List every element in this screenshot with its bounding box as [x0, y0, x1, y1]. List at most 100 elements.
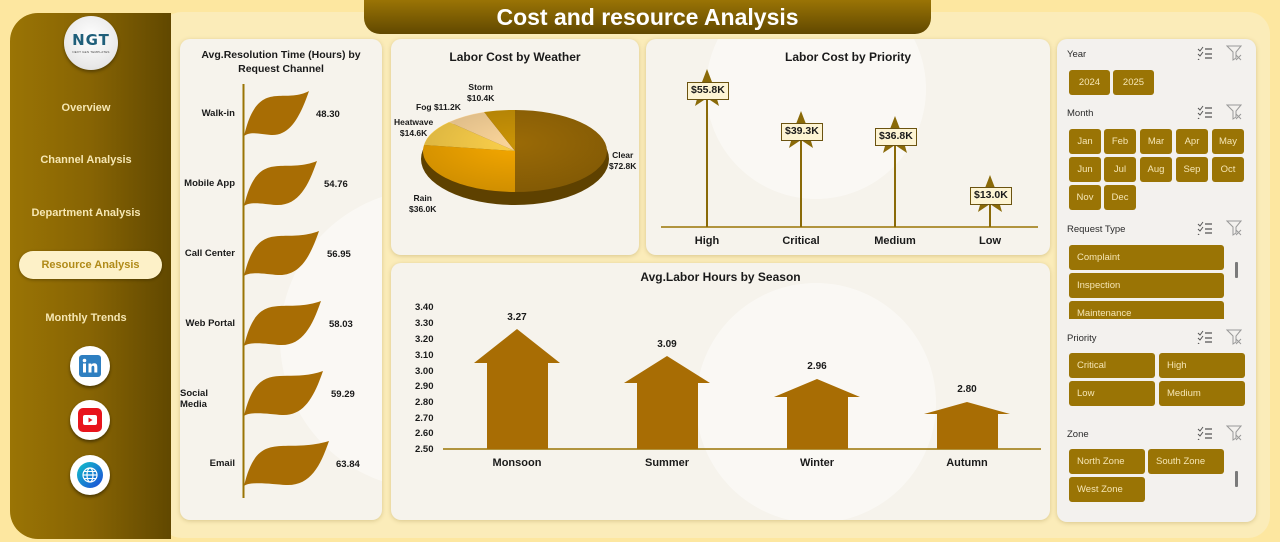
- pie-label-storm: Storm $10.4K: [467, 82, 495, 103]
- sidebar-item-overview[interactable]: Overview: [61, 102, 111, 114]
- channel-value: 48.30: [316, 109, 340, 120]
- request-type-option[interactable]: Inspection: [1069, 273, 1224, 298]
- linkedin-button[interactable]: [70, 346, 110, 386]
- pie-label-heatwave: Heatwave $14.6K: [394, 117, 434, 138]
- season-chart-title: Avg.Labor Hours by Season: [640, 270, 801, 284]
- globe-icon: [77, 462, 103, 488]
- sidebar-item-department-analysis[interactable]: Department Analysis: [31, 207, 141, 219]
- filter-panel: Year 2024 2025 Month Jan Feb Mar Apr May…: [1057, 39, 1256, 522]
- weather-chart-title: Labor Cost by Weather: [449, 50, 581, 64]
- priority-cost-card: Labor Cost by Priority $55.8K $39.3K $36…: [646, 39, 1050, 255]
- multi-select-icon[interactable]: [1197, 330, 1213, 344]
- month-option[interactable]: Jun: [1069, 157, 1101, 182]
- channel-value: 59.29: [331, 389, 355, 400]
- youtube-icon: [78, 408, 102, 432]
- priority-label: Critical: [782, 235, 820, 247]
- month-slicer-label: Month: [1067, 108, 1094, 119]
- priority-option[interactable]: Low: [1069, 381, 1155, 406]
- channel-label: Social Media: [180, 388, 208, 410]
- priority-value-tag: $13.0K: [970, 187, 1012, 205]
- resolution-flag-chart: [242, 84, 329, 498]
- zone-slicer-label: Zone: [1067, 429, 1089, 440]
- multi-select-icon[interactable]: [1197, 46, 1213, 60]
- request-type-option[interactable]: Maintenance: [1069, 301, 1224, 319]
- request-type-option[interactable]: Complaint: [1069, 245, 1224, 270]
- request-type-list: Complaint Inspection Maintenance: [1069, 245, 1225, 319]
- month-option[interactable]: Aug: [1140, 157, 1172, 182]
- priority-option[interactable]: High: [1159, 353, 1245, 378]
- channel-value: 56.95: [327, 249, 351, 260]
- y-tick: 3.10: [415, 350, 434, 361]
- resolution-time-card: Avg.Resolution Time (Hours) by Request C…: [180, 39, 382, 520]
- sidebar-item-monthly-trends[interactable]: Monthly Trends: [45, 312, 127, 324]
- priority-slicer-label: Priority: [1067, 333, 1097, 344]
- sidebar-item-channel-analysis[interactable]: Channel Analysis: [40, 154, 132, 166]
- month-option[interactable]: Jan: [1069, 129, 1101, 154]
- priority-value-tag: $55.8K: [687, 82, 729, 100]
- linkedin-icon: [79, 355, 101, 377]
- pie-label-clear: Clear $72.8K: [609, 150, 637, 171]
- month-option[interactable]: Mar: [1140, 129, 1172, 154]
- youtube-button[interactable]: [70, 400, 110, 440]
- month-option[interactable]: May: [1212, 129, 1244, 154]
- month-option[interactable]: Sep: [1176, 157, 1208, 182]
- season-hours-card: Avg.Labor Hours by Season 3.40 3.30 3.20…: [391, 263, 1050, 520]
- multi-select-icon[interactable]: [1197, 221, 1213, 235]
- clear-filter-icon[interactable]: [1226, 104, 1242, 120]
- channel-value: 63.84: [336, 459, 360, 470]
- month-option[interactable]: Apr: [1176, 129, 1208, 154]
- season-value: 3.09: [657, 339, 677, 350]
- channel-label: Email: [209, 458, 235, 469]
- multi-select-icon[interactable]: [1197, 426, 1213, 440]
- pie-label-rain: Rain $36.0K: [409, 193, 437, 214]
- month-option[interactable]: Jul: [1104, 157, 1136, 182]
- flag-bars: [244, 91, 329, 486]
- priority-value-tag: $39.3K: [781, 123, 823, 141]
- zone-option[interactable]: West Zone: [1069, 477, 1145, 502]
- priority-option[interactable]: Medium: [1159, 381, 1245, 406]
- channel-value: 54.76: [324, 179, 348, 190]
- zone-option[interactable]: South Zone: [1148, 449, 1224, 474]
- channel-label: Mobile App: [184, 178, 235, 189]
- sidebar-item-resource-analysis[interactable]: Resource Analysis: [19, 251, 162, 279]
- priority-value-tag: $36.8K: [875, 128, 917, 146]
- website-button[interactable]: [70, 455, 110, 495]
- y-tick: 2.50: [415, 444, 434, 455]
- season-value: 3.27: [507, 312, 527, 323]
- y-tick: 2.90: [415, 381, 434, 392]
- season-label: Summer: [644, 457, 690, 469]
- zone-scrollbar[interactable]: [1235, 471, 1238, 487]
- weather-cost-card: Labor Cost by Weather Clear $72.8K Rain $3…: [391, 39, 639, 255]
- priority-label: High: [694, 235, 720, 247]
- clear-filter-icon[interactable]: [1226, 220, 1242, 236]
- y-tick: 3.00: [415, 366, 434, 377]
- priority-chart-title: Labor Cost by Priority: [784, 50, 912, 64]
- y-tick: 3.30: [415, 318, 434, 329]
- clear-filter-icon[interactable]: [1226, 329, 1242, 345]
- zone-option[interactable]: North Zone: [1069, 449, 1145, 474]
- month-option[interactable]: Nov: [1069, 185, 1101, 210]
- y-tick: 2.80: [415, 397, 434, 408]
- season-value: 2.80: [957, 384, 977, 395]
- priority-label: Medium: [874, 235, 916, 247]
- season-label: Autumn: [946, 457, 988, 469]
- season-label: Winter: [799, 457, 835, 469]
- request-type-scrollbar[interactable]: [1235, 262, 1238, 278]
- y-tick: 3.40: [415, 302, 434, 313]
- season-label: Monsoon: [492, 457, 542, 469]
- y-tick: 2.70: [415, 413, 434, 424]
- month-option[interactable]: Feb: [1104, 129, 1136, 154]
- clear-filter-icon[interactable]: [1226, 45, 1242, 61]
- resolution-chart-title: Avg.Resolution Time (Hours) by Request C…: [201, 49, 361, 75]
- multi-select-icon[interactable]: [1197, 105, 1213, 119]
- year-option-2025[interactable]: 2025: [1113, 70, 1154, 95]
- ngt-logo: NGT NEXT GEN TEMPLATES: [64, 16, 118, 70]
- priority-label: Low: [979, 235, 1001, 247]
- month-option[interactable]: Dec: [1104, 185, 1136, 210]
- month-option[interactable]: Oct: [1212, 157, 1244, 182]
- priority-option[interactable]: Critical: [1069, 353, 1155, 378]
- season-arrow-chart: [443, 329, 1041, 450]
- clear-filter-icon[interactable]: [1226, 425, 1242, 441]
- page-title: Cost and resource Analysis: [364, 0, 931, 34]
- year-option-2024[interactable]: 2024: [1069, 70, 1110, 95]
